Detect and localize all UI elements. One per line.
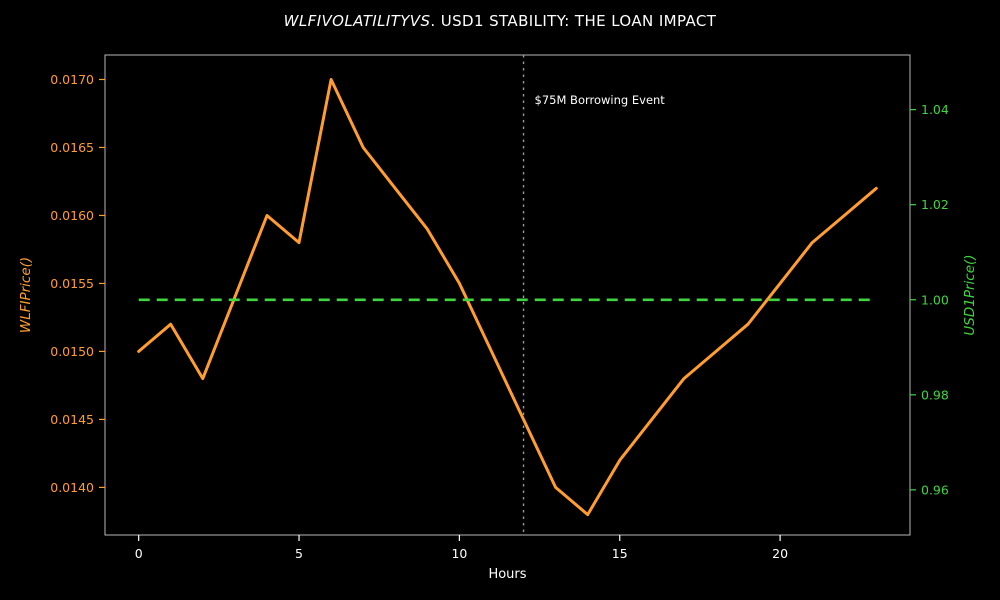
y-right-tick-label: 0.98 [921,387,949,402]
y-right-tick-label: 1.02 [921,197,949,212]
y-left-tick-label: 0.0145 [50,412,94,427]
y-right-tick-label: 0.96 [921,482,949,497]
x-tick-label: 0 [135,546,143,561]
x-axis-label: Hours [488,567,526,582]
y-left-tick-label: 0.0160 [50,208,94,223]
y-left-tick-label: 0.0140 [50,480,94,495]
y-right-axis-label: USD1Price() [962,254,978,335]
x-tick-label: 10 [451,546,467,561]
x-tick-label: 20 [772,546,788,561]
y-left-tick-label: 0.0150 [50,344,94,359]
x-tick-label: 5 [295,546,303,561]
wlfi-price-line [137,78,878,517]
y-left-tick-label: 0.0165 [50,140,94,155]
y-right-tick-label: 1.04 [921,102,949,117]
chart-title: WLFIVOLATILITYVS. USD1 STABILITY: THE LO… [0,12,1000,30]
y-left-axis-label: WLFIPrice() [18,257,34,333]
chart-title-italic: WLFIVOLATILITYVS [283,12,431,30]
y-left-tick-label: 0.0170 [50,72,94,87]
borrowing-event-annotation: $75M Borrowing Event [535,93,666,107]
x-tick-label: 15 [612,546,628,561]
y-left-tick-label: 0.0155 [50,276,94,291]
y-right-tick-label: 1.00 [921,292,949,307]
chart-title-regular: . USD1 STABILITY: THE LOAN IMPACT [430,12,717,30]
plot-frame [104,54,911,536]
